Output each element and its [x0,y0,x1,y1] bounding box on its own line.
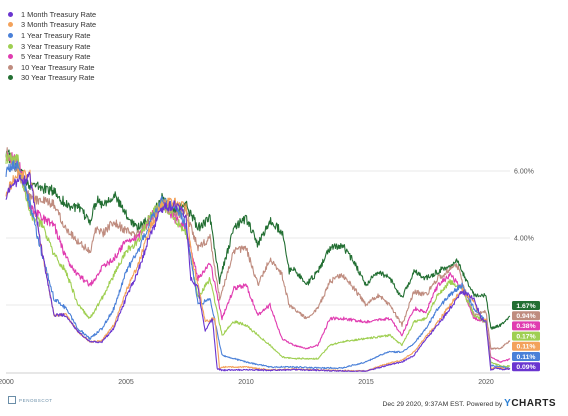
end-value-badge [512,331,540,341]
end-value-label: 0.17% [516,333,535,340]
legend-swatch [8,75,13,81]
legend-item-3-year[interactable]: 3 Year Treasury Rate [8,41,96,52]
legend-label: 3 Month Treasury Rate [21,20,97,30]
series-line [5,149,511,330]
chart-legend: 1 Month Treasury Rate 3 Month Treasury R… [8,9,96,83]
x-tick-label: 2015 [358,379,374,386]
series-line [5,168,511,372]
end-value-badge [512,311,540,321]
end-value-badge [512,301,540,310]
end-value-label: 0.94% [516,313,535,320]
legend-swatch [8,54,13,60]
series-line [5,160,511,370]
legend-label: 1 Year Treasury Rate [21,30,91,40]
x-tick-label: 2020 [478,379,494,386]
legend-swatch [8,43,13,49]
y-tick-label: 6.00% [514,169,534,176]
series-line [5,147,511,350]
x-tick-label: 2005 [118,379,134,386]
legend-swatch [8,22,13,28]
legend-item-3-month[interactable]: 3 Month Treasury Rate [8,20,96,31]
end-value-badge [512,341,540,351]
end-value-badge [512,321,540,331]
legend-swatch [8,64,13,70]
end-value-badge [512,352,540,361]
end-value-label: 1.67% [516,303,535,310]
legend-label: 10 Year Treasury Rate [21,62,95,72]
x-tick-label: 2010 [238,379,254,386]
end-value-label: 0.11% [517,344,536,351]
series-line [5,171,511,372]
legend-label: 5 Year Treasury Rate [21,52,91,62]
legend-item-5-year[interactable]: 5 Year Treasury Rate [8,51,96,62]
end-value-label: 0.38% [516,323,535,330]
end-value-badge [512,362,540,372]
legend-item-30-year[interactable]: 30 Year Treasury Rate [8,73,96,84]
series-line [5,152,511,368]
end-value-label: 0.11% [517,354,536,361]
legend-label: 3 Year Treasury Rate [21,41,91,51]
end-value-label: 0.09% [516,364,535,371]
series-line [5,151,511,363]
legend-label: 1 Month Treasury Rate [21,9,97,19]
x-tick-label: 2000 [0,379,14,386]
legend-swatch [8,11,13,17]
y-tick-label: 4.00% [514,236,534,243]
legend-label: 30 Year Treasury Rate [21,73,95,83]
legend-swatch [8,32,13,38]
legend-item-1-month[interactable]: 1 Month Treasury Rate [8,9,96,20]
legend-item-10-year[interactable]: 10 Year Treasury Rate [8,62,96,73]
legend-item-1-year[interactable]: 1 Year Treasury Rate [8,30,96,41]
